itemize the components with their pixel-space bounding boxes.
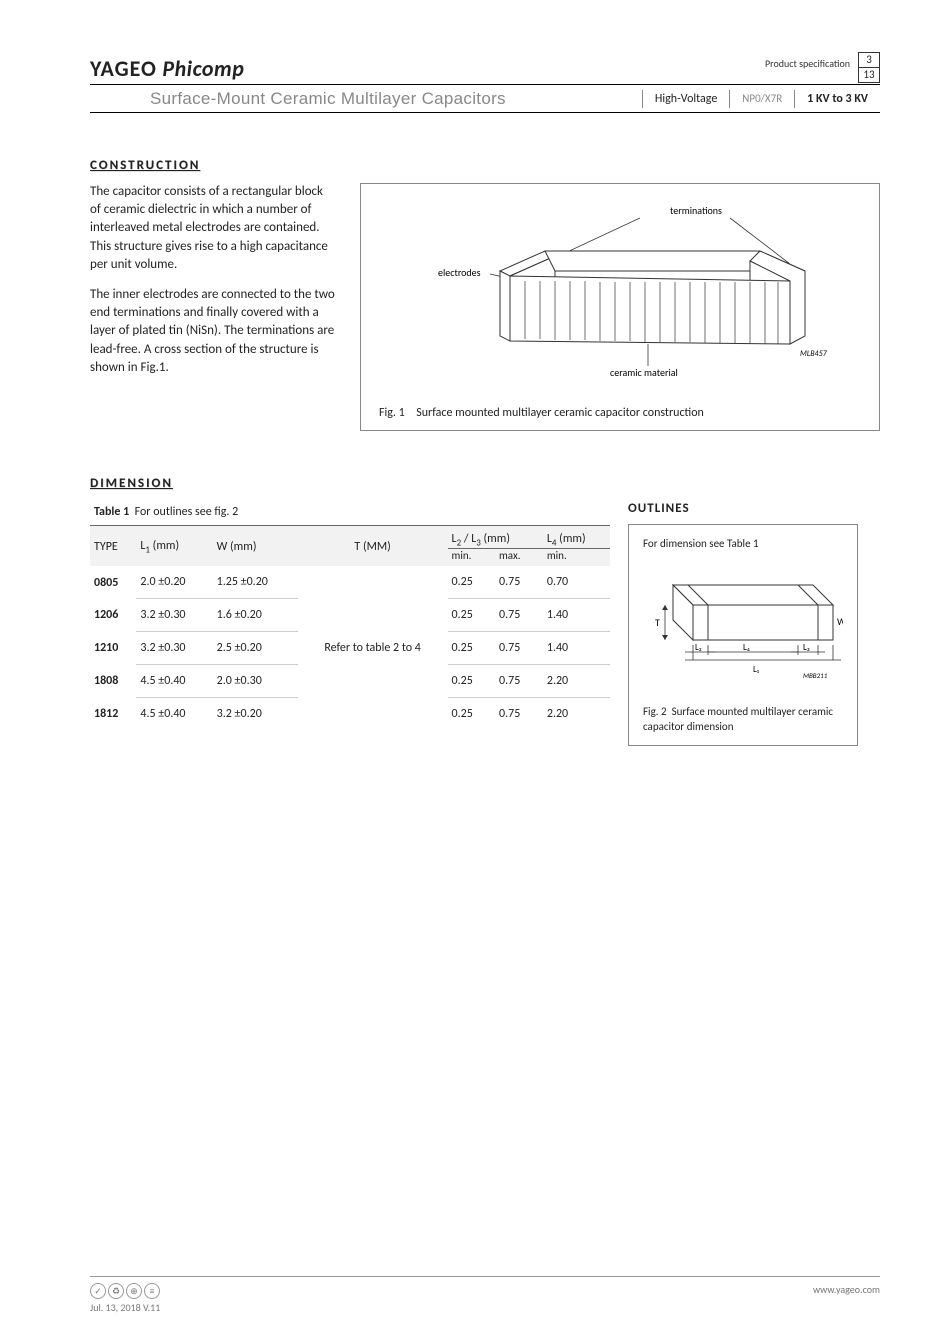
figure-2-svg: T W L₂ L₄ L₃ L₁ M [643,560,843,690]
construction-text: The capacitor consists of a rectangular … [90,183,335,431]
figure-1-caption: Fig. 1 Surface mounted multilayer cerami… [379,406,861,420]
fig1-caption-text: Surface mounted multilayer ceramic capac… [416,406,704,420]
table-row: 0805 2.0 ±0.20 1.25 ±0.20 Refer to table… [90,566,610,599]
svg-text:L₂: L₂ [695,642,702,653]
svg-text:electrodes: electrodes [438,266,481,279]
th-l23-min: min. [448,549,495,567]
th-l23: L2 / L3 (mm) [448,526,543,549]
construction-p2: The inner electrodes are connected to th… [90,286,335,377]
page-number-box: 3 13 [858,52,880,83]
svg-text:ceramic material: ceramic material [610,366,678,379]
fig2-label: Fig. 2 [643,705,667,718]
subheader: Surface-Mount Ceramic Multilayer Capacit… [90,85,880,113]
footer: ✓ ♻ ⊕ ≡ Jul. 13, 2018 V.11 www.yageo.com [90,1276,880,1314]
svg-text:L₄: L₄ [743,642,750,653]
footer-url: www.yageo.com [813,1283,880,1314]
outlines-area: OUTLINES For dimension see Table 1 [628,501,880,746]
th-w: W (mm) [213,526,298,567]
th-l4-min: min. [543,549,610,567]
th-l1: L1 (mm) [136,526,212,567]
footer-icons: ✓ ♻ ⊕ ≡ [90,1283,160,1299]
brand-phicomp: Phicomp [162,55,244,82]
cert-icon: ≡ [144,1283,160,1299]
construction-p1: The capacitor consists of a rectangular … [90,183,335,274]
outlines-heading: OUTLINES [628,501,880,516]
dimension-heading: DIMENSION [90,476,880,491]
header-cell-voltage: High-Voltage [642,90,729,108]
svg-text:L₁: L₁ [753,664,760,675]
doc-title: Surface-Mount Ceramic Multilayer Capacit… [90,89,642,109]
header-cell-range: 1 KV to 3 KV [794,90,880,108]
table-1-caption: Table 1 For outlines see fig. 2 [94,505,610,519]
brand-bar: YAGEO Phicomp [90,55,880,85]
svg-text:MBB211: MBB211 [803,671,828,680]
construction-heading: CONSTRUCTION [90,158,880,173]
figure-1-box: terminations electrodes [360,183,880,431]
header-cell-dielectric: NP0/X7R [729,90,794,108]
th-l4: L4 (mm) [543,526,610,549]
svg-text:MLB457: MLB457 [800,349,828,359]
table-1-caption-text: For outlines see fig. 2 [135,505,239,519]
page-num: 3 [858,52,880,67]
svg-text:W: W [837,615,843,628]
fig2-note: For dimension see Table 1 [643,537,843,550]
fig2-caption-text: Surface mounted multilayer ceramic capac… [643,705,833,733]
cert-icon: ✓ [90,1283,106,1299]
cert-icon: ⊕ [126,1283,142,1299]
footer-date: Jul. 13, 2018 V.11 [90,1301,160,1314]
page-den: 13 [858,67,880,83]
figure-2-box: For dimension see Table 1 T [628,524,858,746]
svg-text:L₃: L₃ [803,642,810,653]
footer-left: ✓ ♻ ⊕ ≡ Jul. 13, 2018 V.11 [90,1283,160,1314]
figure-1-svg: terminations electrodes [379,196,861,396]
th-t: T (MM) [298,526,448,567]
svg-text:terminations: terminations [670,204,722,217]
cert-icon: ♻ [108,1283,124,1299]
table-1-label: Table 1 [94,505,129,519]
svg-text:T: T [655,616,660,629]
figure-2-caption: Fig. 2 Surface mounted multilayer cerami… [643,704,843,735]
fig1-label: Fig. 1 [379,406,411,420]
product-spec-label: Product specification [765,57,850,70]
th-l23-max: max. [495,549,543,567]
dimension-table-area: Table 1 For outlines see fig. 2 TYPE L1 … [90,501,610,730]
dimension-table: TYPE L1 (mm) W (mm) T (MM) L2 / L3 (mm) … [90,525,610,730]
t-refer-note: Refer to table 2 to 4 [298,566,448,730]
th-type: TYPE [90,526,136,567]
brand-yageo: YAGEO [90,55,157,82]
